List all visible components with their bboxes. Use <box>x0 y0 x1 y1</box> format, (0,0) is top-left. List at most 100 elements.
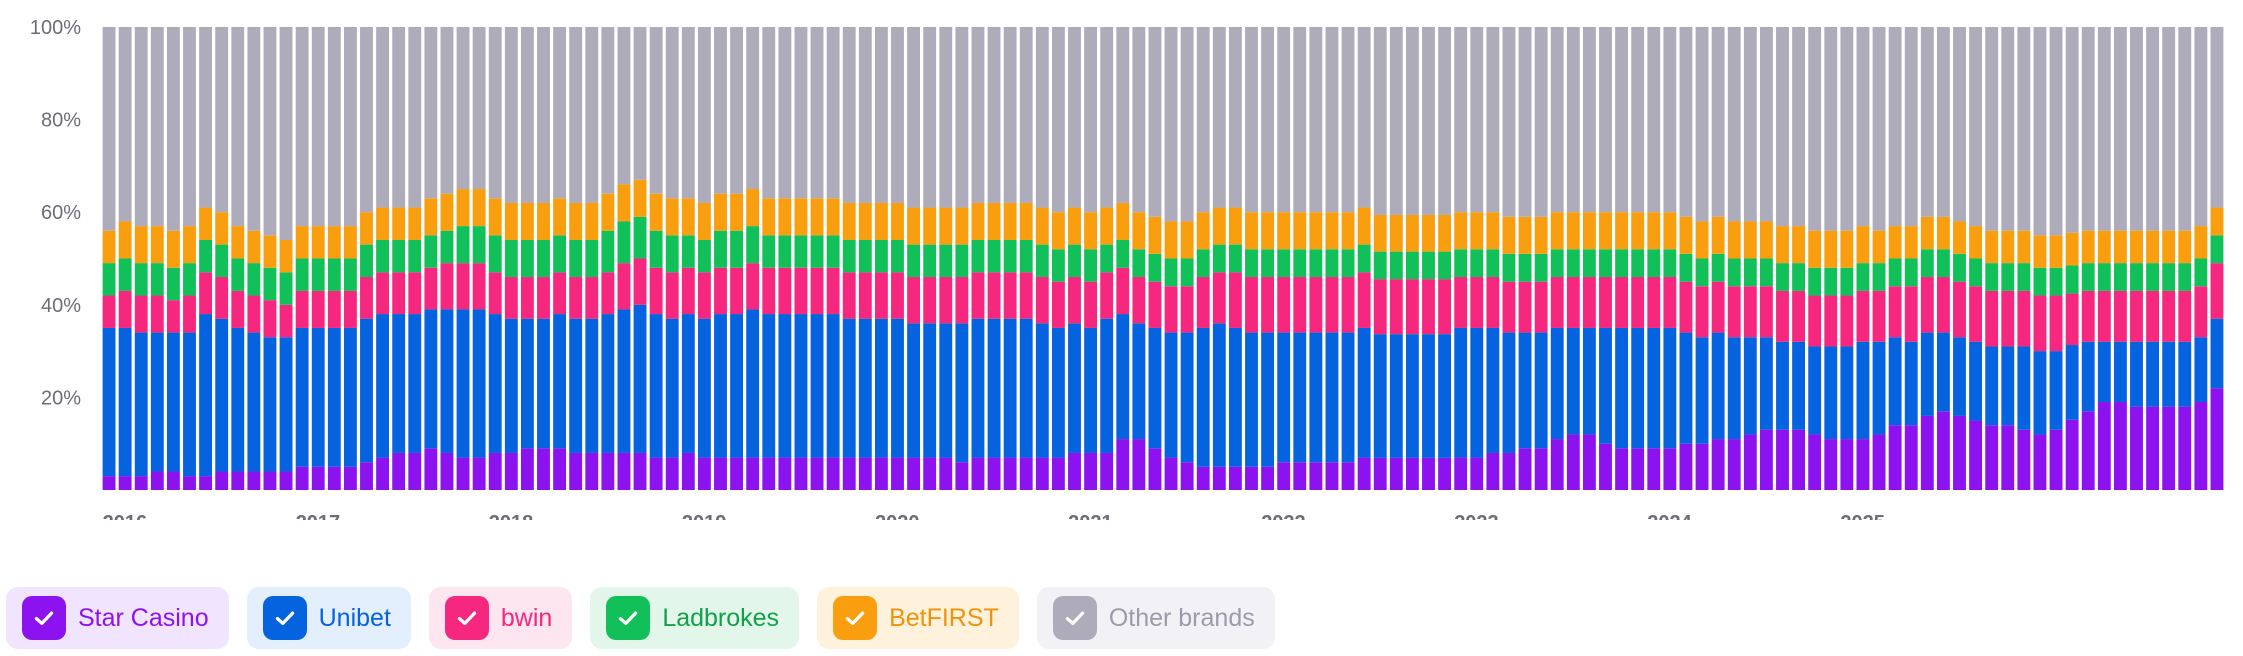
bar-segment-betfirst-92 <box>1582 212 1596 250</box>
bar-segment-unibet-131 <box>2210 318 2224 389</box>
bar-segment-star-casino-31 <box>601 452 615 490</box>
bar-segment-bwin-78 <box>1357 272 1371 328</box>
bar-segment-bwin-46 <box>842 272 856 319</box>
bar-segment-star-casino-118 <box>2001 425 2015 490</box>
bar-segment-betfirst-10 <box>263 235 277 268</box>
bar-segment-star-casino-28 <box>553 448 567 490</box>
bar-segment-ladbrokes-119 <box>2017 263 2031 291</box>
legend-toggle-ladbrokes[interactable]: Ladbrokes <box>590 587 800 649</box>
bar-segment-ladbrokes-33 <box>633 216 647 259</box>
legend-toggle-unibet[interactable]: Unibet <box>246 587 411 649</box>
bar-segment-bwin-100 <box>1711 281 1725 333</box>
bar-segment-unibet-3 <box>150 332 164 472</box>
bar-segment-star-casino-9 <box>247 471 261 490</box>
legend-toggle-star-casino[interactable]: Star Casino <box>6 587 229 649</box>
bar-segment-ladbrokes-41 <box>762 235 776 268</box>
bar-segment-ladbrokes-75 <box>1309 249 1323 278</box>
bar-segment-ladbrokes-87 <box>1502 253 1516 282</box>
bar-segment-betfirst-80 <box>1389 214 1403 252</box>
bar-segment-bwin-83 <box>1438 279 1452 335</box>
bar-segment-star-casino-84 <box>1454 457 1468 490</box>
bar-segment-unibet-130 <box>2194 337 2208 403</box>
bar-segment-other-brands-109 <box>1856 27 1870 227</box>
bar-segment-other-brands-6 <box>199 27 213 208</box>
bar-segment-bwin-104 <box>1776 290 1789 342</box>
bar-segment-unibet-111 <box>1888 337 1902 426</box>
bar-segment-betfirst-12 <box>295 226 309 259</box>
bar-segment-betfirst-57 <box>1019 202 1033 240</box>
bar-segment-ladbrokes-111 <box>1888 258 1902 287</box>
bar-segment-ladbrokes-27 <box>537 239 550 278</box>
bar-segment-betfirst-110 <box>1872 230 1886 264</box>
bar-segment-bwin-5 <box>183 295 196 333</box>
bar-segment-other-brands-59 <box>1051 27 1065 213</box>
bar-segment-star-casino-11 <box>279 471 293 490</box>
x-tick-label: 2017 <box>296 512 341 520</box>
bar-segment-ladbrokes-28 <box>553 235 567 273</box>
bar-segment-bwin-42 <box>778 267 792 315</box>
bar-segment-other-brands-54 <box>971 27 985 203</box>
bar-segment-betfirst-4 <box>166 230 180 268</box>
bar-segment-bwin-22 <box>456 263 470 310</box>
bar-segment-betfirst-13 <box>311 226 325 259</box>
bar-segment-other-brands-98 <box>1679 27 1693 217</box>
bar-segment-ladbrokes-52 <box>939 244 953 278</box>
bar-segment-betfirst-33 <box>633 179 647 217</box>
bar-segment-ladbrokes-34 <box>649 230 663 268</box>
bar-segment-unibet-63 <box>1116 314 1130 440</box>
bar-segment-bwin-109 <box>1856 290 1870 342</box>
bar-segment-other-brands-51 <box>923 27 937 208</box>
bar-segment-other-brands-119 <box>2017 27 2031 231</box>
bar-segment-betfirst-75 <box>1309 212 1323 250</box>
bar-segment-ladbrokes-44 <box>810 235 824 268</box>
bar-segment-ladbrokes-59 <box>1051 249 1065 282</box>
bar-segment-betfirst-114 <box>1936 216 1950 250</box>
bar-segment-betfirst-20 <box>424 198 438 236</box>
bar-segment-star-casino-60 <box>1068 452 1081 490</box>
bar-segment-ladbrokes-22 <box>456 226 470 264</box>
bar-segment-bwin-1 <box>118 290 132 328</box>
bar-segment-ladbrokes-90 <box>1550 249 1564 278</box>
bar-segment-star-casino-36 <box>681 452 695 490</box>
bar-segment-other-brands-102 <box>1743 27 1757 222</box>
bar-segment-ladbrokes-74 <box>1293 249 1307 278</box>
bar-segment-other-brands-81 <box>1405 27 1419 215</box>
bar-segment-betfirst-70 <box>1228 207 1242 245</box>
bar-segment-star-casino-97 <box>1663 448 1677 490</box>
bar-segment-unibet-64 <box>1132 323 1146 440</box>
y-tick-label: 100% <box>30 17 81 39</box>
bar-segment-ladbrokes-109 <box>1856 263 1870 291</box>
bar-segment-unibet-37 <box>697 318 711 458</box>
bar-segment-unibet-116 <box>1969 341 1983 421</box>
bar-segment-other-brands-62 <box>1100 27 1114 208</box>
bar-segment-star-casino-53 <box>955 462 969 490</box>
bar-segment-betfirst-115 <box>1953 221 1966 254</box>
bar-segment-bwin-4 <box>166 300 180 333</box>
legend-toggle-betfirst[interactable]: BetFIRST <box>817 587 1019 649</box>
bar-segment-bwin-87 <box>1502 281 1516 333</box>
bar-segment-betfirst-66 <box>1164 221 1178 259</box>
bar-segment-ladbrokes-102 <box>1743 258 1757 287</box>
bar-segment-betfirst-91 <box>1566 212 1580 250</box>
bar-segment-bwin-14 <box>327 290 341 328</box>
bar-segment-bwin-19 <box>408 272 422 315</box>
legend-toggle-bwin[interactable]: bwin <box>428 587 573 649</box>
bar-segment-betfirst-58 <box>1035 207 1049 245</box>
bar-segment-bwin-93 <box>1599 277 1612 328</box>
bar-segment-star-casino-1 <box>118 476 132 490</box>
bar-segment-bwin-58 <box>1035 277 1049 324</box>
bar-segment-ladbrokes-24 <box>488 235 502 273</box>
bar-segment-bwin-56 <box>1003 272 1017 319</box>
bar-segment-unibet-67 <box>1180 332 1194 463</box>
bar-segment-unibet-96 <box>1647 327 1661 449</box>
bar-segment-unibet-0 <box>102 327 116 477</box>
bar-segment-unibet-17 <box>376 314 390 458</box>
y-tick-label: 80% <box>41 110 81 132</box>
bar-segment-betfirst-42 <box>778 198 792 236</box>
bar-segment-star-casino-80 <box>1389 457 1403 490</box>
legend-toggle-other-brands[interactable]: Other brands <box>1036 587 1275 649</box>
bar-segment-bwin-28 <box>553 272 567 315</box>
bar-segment-other-brands-117 <box>1985 27 1999 231</box>
bar-segment-star-casino-7 <box>215 471 229 490</box>
bar-segment-unibet-2 <box>134 332 148 477</box>
